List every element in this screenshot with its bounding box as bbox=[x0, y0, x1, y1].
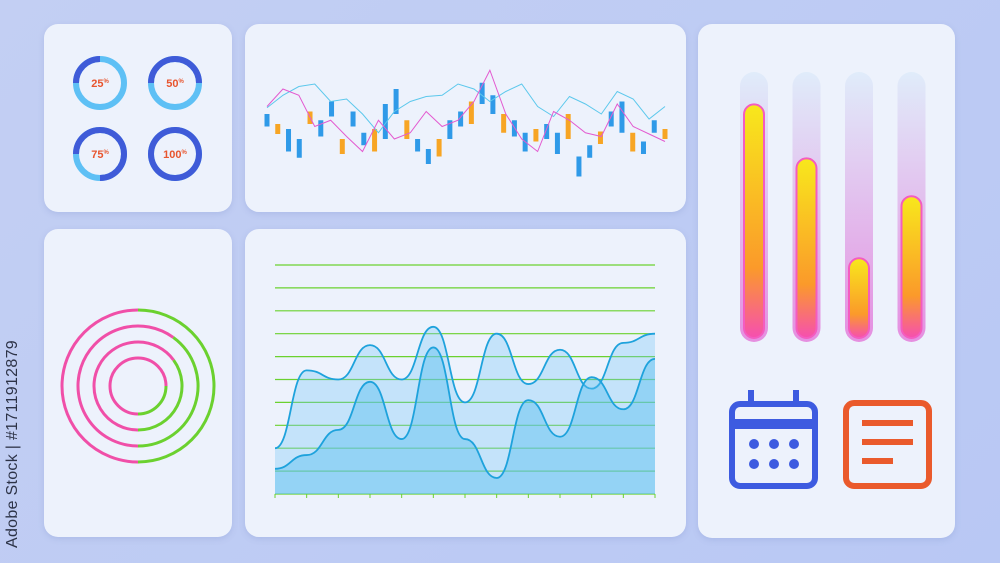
candle bbox=[361, 132, 367, 146]
ring-label: 50% bbox=[166, 78, 184, 90]
candle bbox=[651, 120, 657, 133]
ring-green bbox=[137, 336, 200, 448]
ring-pink bbox=[76, 324, 175, 448]
area-chart-card bbox=[245, 229, 686, 537]
level-bars bbox=[740, 72, 926, 342]
candle bbox=[662, 129, 668, 139]
ring-unit: % bbox=[103, 79, 109, 85]
ring-pink bbox=[60, 308, 139, 464]
ring-green bbox=[137, 359, 184, 432]
ring-green bbox=[137, 385, 168, 416]
ring-pink bbox=[108, 356, 168, 416]
document-icon[interactable] bbox=[843, 400, 932, 489]
candle bbox=[490, 95, 496, 114]
line-cyan bbox=[266, 83, 666, 134]
ring-label: 75% bbox=[91, 149, 109, 161]
area-chart bbox=[274, 264, 656, 498]
bar-fill bbox=[900, 195, 923, 339]
candle bbox=[372, 129, 378, 152]
ring-progress bbox=[148, 127, 202, 181]
candle bbox=[587, 145, 593, 158]
candlestick-chart bbox=[264, 68, 668, 177]
candle bbox=[630, 132, 636, 152]
candle bbox=[458, 111, 464, 127]
ring-unit: % bbox=[103, 150, 109, 156]
concentric-rings-card bbox=[44, 229, 232, 537]
ring-pink bbox=[92, 340, 175, 432]
bar-fill bbox=[795, 157, 818, 339]
bar-fill bbox=[743, 103, 765, 340]
ring-progress bbox=[73, 56, 101, 84]
candle bbox=[576, 156, 582, 177]
progress-rings-card: 25% 50% 75% 100% bbox=[44, 24, 232, 212]
candle bbox=[447, 120, 453, 139]
bar-fill bbox=[848, 257, 870, 339]
candle bbox=[382, 104, 388, 139]
candle bbox=[339, 139, 345, 154]
candle bbox=[501, 114, 507, 133]
candle bbox=[286, 129, 292, 152]
candle bbox=[425, 149, 431, 164]
ring-progress bbox=[148, 56, 202, 84]
candle bbox=[318, 120, 324, 137]
ring-progress bbox=[73, 127, 127, 181]
series-line bbox=[274, 346, 656, 479]
candle bbox=[436, 139, 442, 157]
candle bbox=[619, 101, 625, 133]
candle bbox=[350, 111, 356, 127]
concentric-rings bbox=[60, 308, 216, 464]
candle bbox=[415, 139, 421, 152]
candle bbox=[479, 82, 485, 104]
ring-label: 25% bbox=[91, 78, 109, 90]
candle bbox=[468, 101, 474, 124]
candle bbox=[264, 114, 270, 127]
candle bbox=[296, 139, 302, 158]
line-magenta bbox=[266, 68, 666, 153]
candlestick-card bbox=[245, 24, 686, 212]
series-line bbox=[274, 325, 656, 450]
area-fill bbox=[275, 347, 655, 494]
candle bbox=[554, 132, 560, 154]
ring-unit: % bbox=[178, 79, 184, 85]
candle bbox=[404, 120, 410, 139]
candle bbox=[608, 111, 614, 127]
ring-unit: % bbox=[182, 150, 188, 156]
watermark: Adobe Stock | #1711912879 bbox=[4, 340, 21, 548]
candle bbox=[533, 129, 539, 142]
candle bbox=[597, 131, 603, 144]
candle bbox=[329, 101, 335, 117]
ring-label: 100% bbox=[163, 149, 187, 161]
candle bbox=[640, 141, 646, 154]
progress-rings: 25% 50% 75% 100% bbox=[73, 56, 202, 181]
side-panel bbox=[698, 24, 955, 538]
calendar-icon[interactable] bbox=[729, 390, 818, 489]
icons bbox=[729, 390, 932, 489]
ring-green bbox=[137, 308, 216, 464]
candle bbox=[544, 124, 550, 139]
area-fill bbox=[275, 326, 655, 494]
candle bbox=[393, 89, 399, 114]
candle bbox=[275, 124, 281, 134]
candle bbox=[565, 114, 571, 139]
